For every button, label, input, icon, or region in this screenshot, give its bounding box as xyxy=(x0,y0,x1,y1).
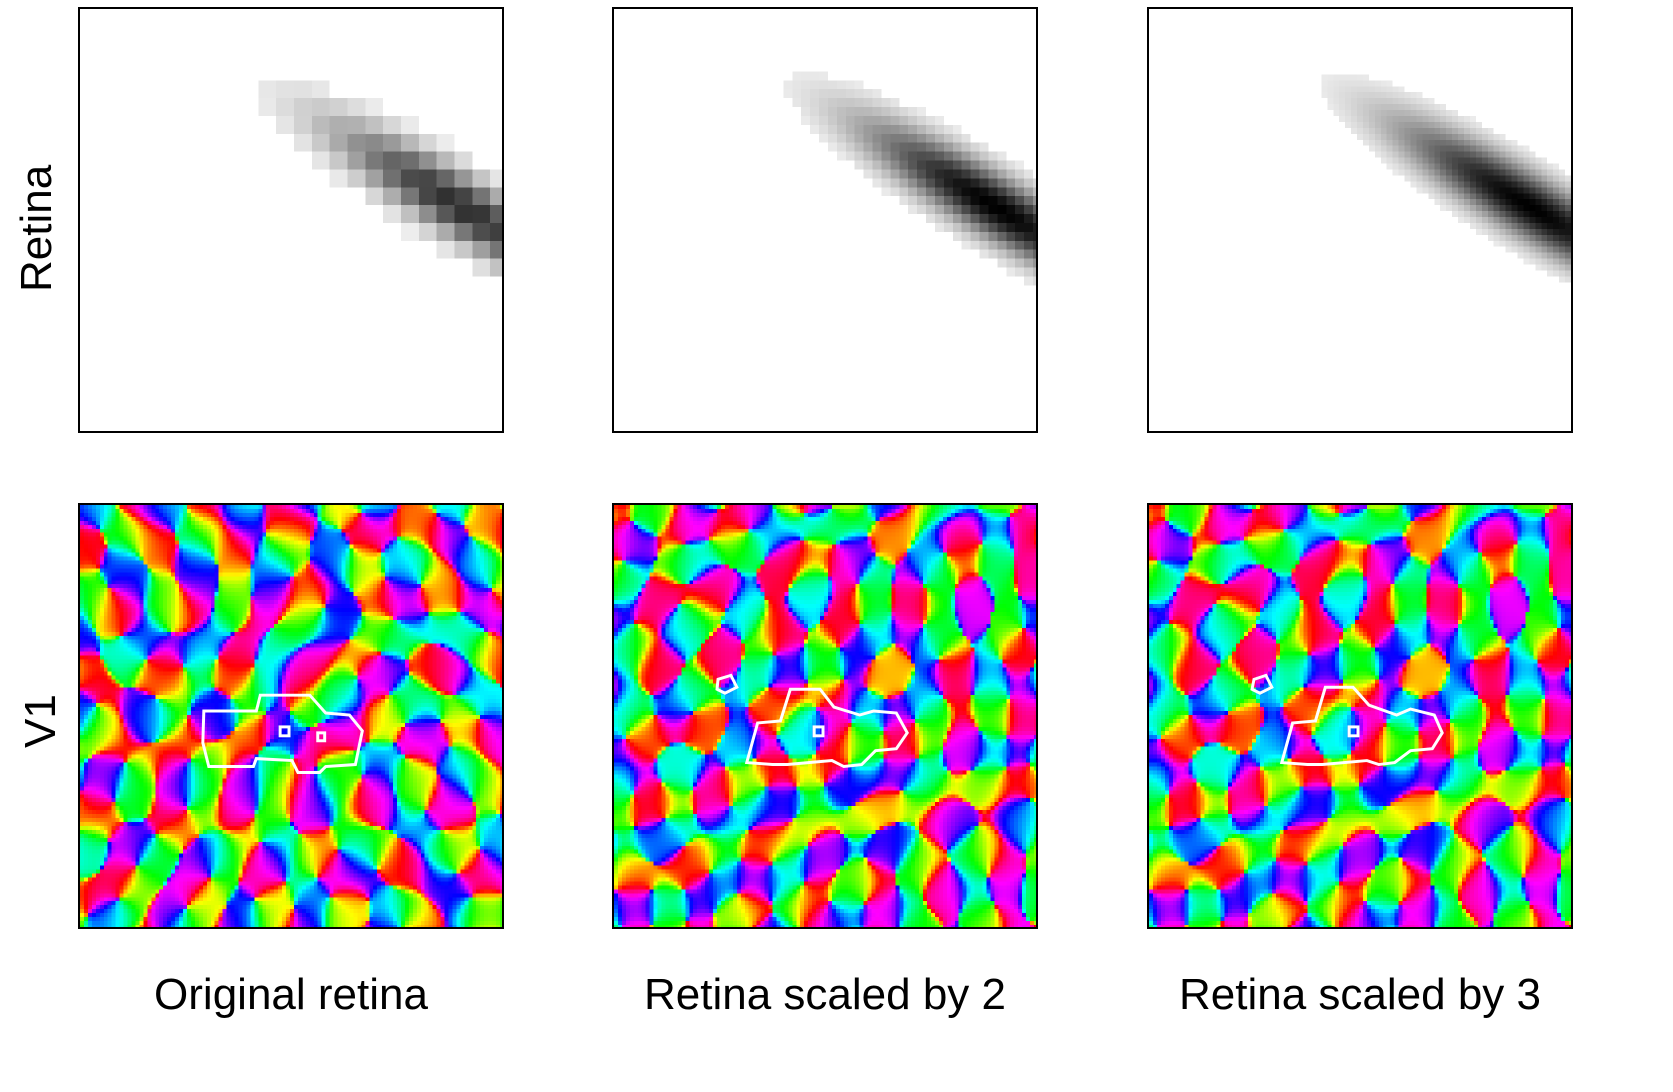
row-label-v1: V1 xyxy=(16,694,65,748)
retina-panel-scaled-2 xyxy=(612,7,1038,433)
v1-panel-scaled-3 xyxy=(1147,503,1573,929)
v1-panel-scaled-2 xyxy=(612,503,1038,929)
retina-image-original xyxy=(80,9,502,431)
v1-activity-outline-scaled-2 xyxy=(715,673,909,769)
v1-activity-outline-original xyxy=(201,693,364,774)
column-label-retina-scaled-3: Retina scaled by 3 xyxy=(1179,970,1541,1019)
v1-panel-original xyxy=(78,503,504,929)
retina-panel-scaled-3 xyxy=(1147,7,1573,433)
column-label-original-retina: Original retina xyxy=(154,970,428,1019)
column-label-retina-scaled-2: Retina scaled by 2 xyxy=(644,970,1006,1019)
row-label-retina: Retina xyxy=(12,164,61,292)
v1-activity-outline-scaled-3 xyxy=(1250,673,1444,767)
retina-panel-original xyxy=(78,7,504,433)
retina-image-scaled-3 xyxy=(1149,9,1571,431)
v1-orientation-map-scaled-2 xyxy=(614,505,1036,927)
v1-orientation-map-original xyxy=(80,505,502,927)
v1-orientation-map-scaled-3 xyxy=(1149,505,1571,927)
retina-image-scaled-2 xyxy=(614,9,1036,431)
